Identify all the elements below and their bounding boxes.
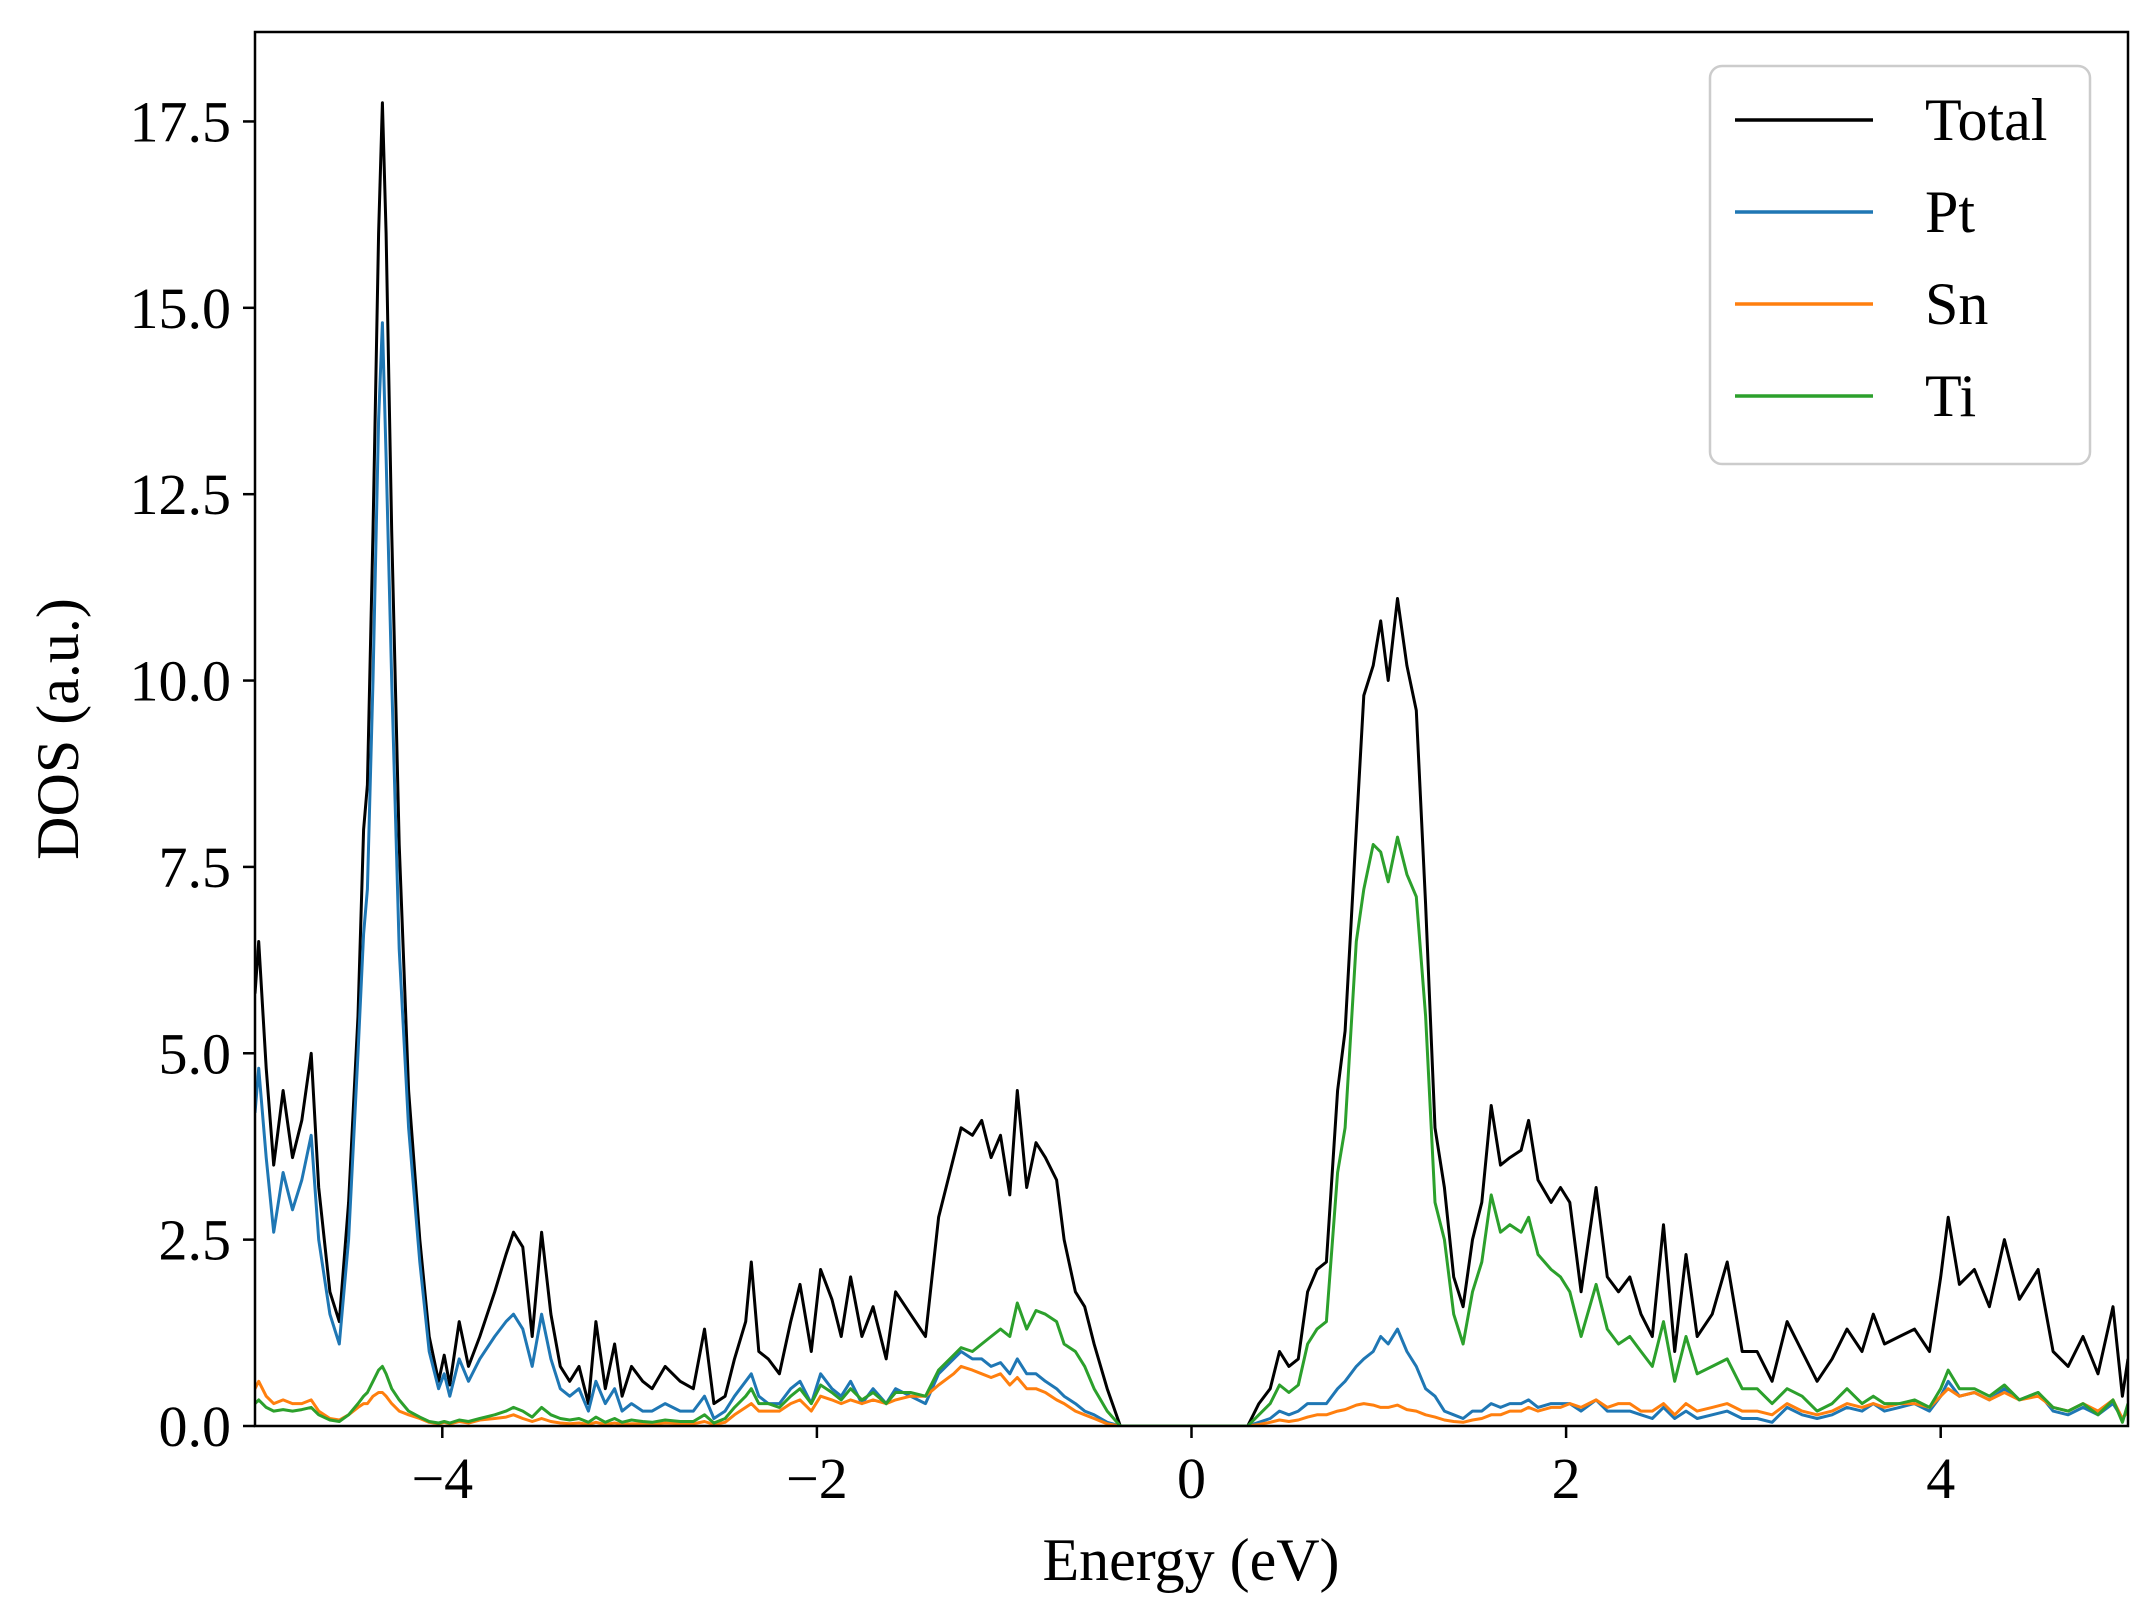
legend-label-total: Total <box>1925 87 2047 153</box>
series-layer <box>255 101 2128 1426</box>
x-axis-label: Energy (eV) <box>1042 1527 1339 1593</box>
y-axis-label: DOS (a.u.) <box>25 598 91 860</box>
x-tick-label: 4 <box>1926 1446 1955 1511</box>
y-tick-label: 5.0 <box>159 1021 232 1086</box>
x-tick-label: −2 <box>786 1446 848 1511</box>
y-tick-label: 12.5 <box>130 462 232 527</box>
legend-label-pt: Pt <box>1925 179 1975 245</box>
series-line-pt <box>255 321 2128 1426</box>
series-line-total <box>255 101 2128 1426</box>
series-line-ti <box>255 835 2128 1426</box>
series-line-sn <box>255 1364 2128 1426</box>
y-tick-label: 0.0 <box>159 1394 232 1459</box>
y-tick-label: 15.0 <box>130 276 232 341</box>
y-tick-label: 10.0 <box>130 649 232 714</box>
legend: Total Pt Sn Ti <box>1708 64 2092 466</box>
legend-label-ti: Ti <box>1925 363 1976 429</box>
x-tick-label: 0 <box>1177 1446 1206 1511</box>
legend-label-sn: Sn <box>1925 271 1988 337</box>
legend-box <box>1708 64 2092 466</box>
x-tick-label: 2 <box>1552 1446 1581 1511</box>
y-tick-label: 7.5 <box>159 835 232 900</box>
x-axis: −4 −2 0 2 4 <box>411 1426 1955 1511</box>
y-tick-label: 17.5 <box>130 89 232 154</box>
y-tick-label: 2.5 <box>159 1208 232 1273</box>
y-axis: 0.0 2.5 5.0 7.5 10.0 12.5 15.0 17.5 <box>130 89 255 1459</box>
x-tick-label: −4 <box>411 1446 473 1511</box>
